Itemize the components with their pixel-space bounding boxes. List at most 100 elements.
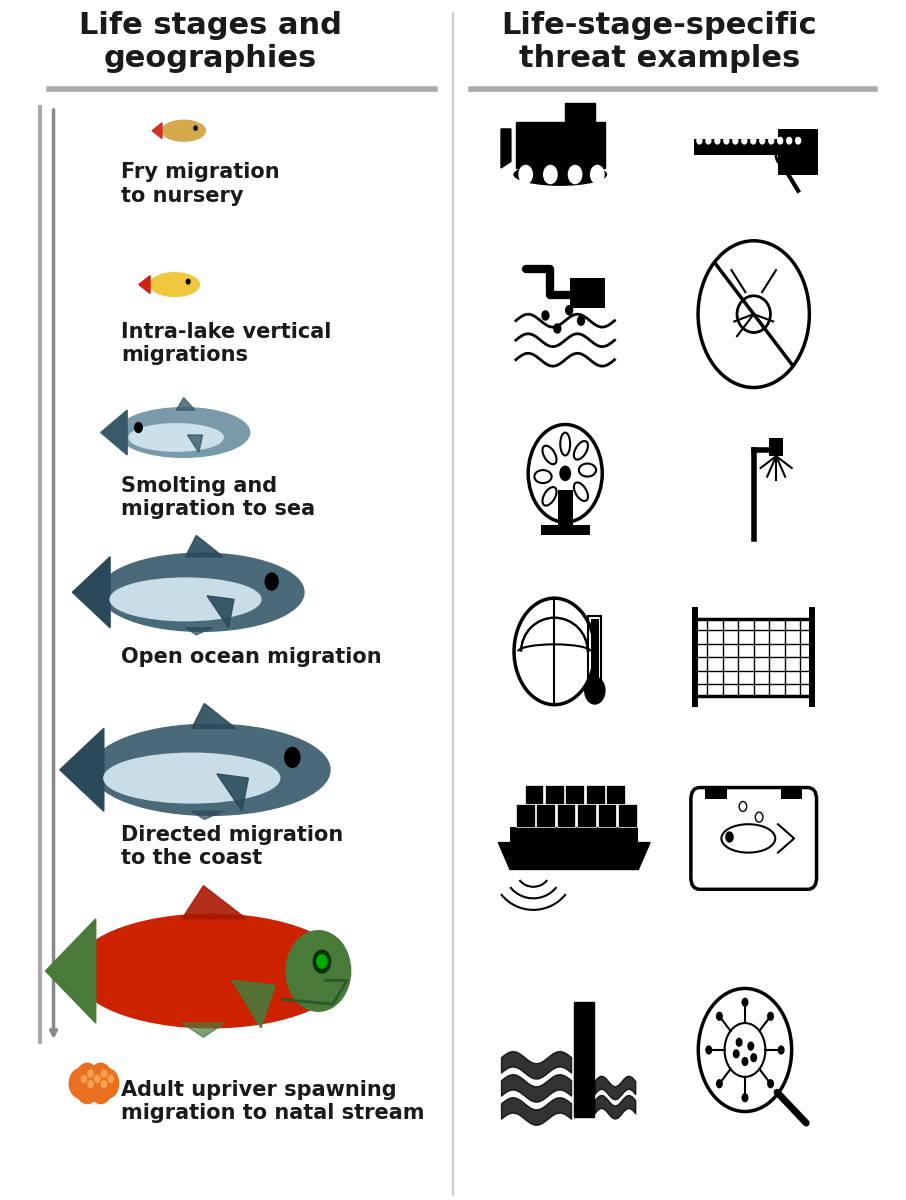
Polygon shape <box>60 728 104 811</box>
Bar <box>541 526 590 535</box>
Bar <box>598 804 616 827</box>
Circle shape <box>769 137 774 144</box>
Bar <box>577 804 596 827</box>
Ellipse shape <box>92 725 330 815</box>
Circle shape <box>736 1038 743 1046</box>
Bar <box>696 619 812 696</box>
Circle shape <box>568 164 583 185</box>
Circle shape <box>559 466 571 481</box>
Circle shape <box>786 137 792 144</box>
Circle shape <box>751 137 756 144</box>
Circle shape <box>187 280 190 284</box>
Circle shape <box>96 1069 119 1098</box>
Bar <box>809 607 815 707</box>
Circle shape <box>565 306 573 314</box>
Circle shape <box>760 137 765 144</box>
Circle shape <box>741 1093 748 1103</box>
Circle shape <box>777 137 783 144</box>
Circle shape <box>705 1045 712 1055</box>
Circle shape <box>724 137 728 144</box>
Circle shape <box>101 1070 107 1078</box>
Circle shape <box>733 1049 739 1058</box>
Text: Smolting and
migration to sea: Smolting and migration to sea <box>120 476 315 520</box>
Bar <box>705 788 727 799</box>
Circle shape <box>747 1042 755 1051</box>
Text: Fry migration
to nursery: Fry migration to nursery <box>120 162 279 205</box>
Circle shape <box>88 1070 93 1078</box>
Polygon shape <box>182 886 246 919</box>
Circle shape <box>584 677 605 704</box>
Bar <box>769 438 783 456</box>
Circle shape <box>741 997 748 1007</box>
Bar <box>556 804 575 827</box>
Text: Intra-lake vertical
migrations: Intra-lake vertical migrations <box>120 322 332 365</box>
Bar <box>586 785 604 804</box>
Polygon shape <box>192 703 236 728</box>
Bar <box>588 616 602 694</box>
Circle shape <box>742 137 747 144</box>
Circle shape <box>715 137 720 144</box>
Bar <box>570 278 604 307</box>
Text: Life-stage-specific
threat examples: Life-stage-specific threat examples <box>502 11 817 73</box>
Polygon shape <box>152 122 162 138</box>
Ellipse shape <box>100 553 304 631</box>
Circle shape <box>135 422 142 432</box>
Polygon shape <box>186 535 223 557</box>
Circle shape <box>313 950 331 973</box>
Polygon shape <box>139 276 150 294</box>
Polygon shape <box>498 842 650 870</box>
Circle shape <box>265 574 278 590</box>
Circle shape <box>82 1069 105 1098</box>
Circle shape <box>82 1075 87 1082</box>
Circle shape <box>767 1012 774 1021</box>
Circle shape <box>317 955 327 968</box>
Ellipse shape <box>111 578 261 620</box>
Circle shape <box>750 1054 757 1062</box>
Ellipse shape <box>104 754 280 803</box>
Bar <box>591 619 599 690</box>
Ellipse shape <box>129 424 223 451</box>
Polygon shape <box>182 1024 225 1037</box>
Circle shape <box>795 137 801 144</box>
Polygon shape <box>72 557 111 628</box>
Circle shape <box>716 1012 723 1021</box>
Text: Open ocean migration: Open ocean migration <box>120 647 381 667</box>
Circle shape <box>554 324 561 334</box>
Circle shape <box>69 1069 92 1098</box>
Bar <box>545 785 564 804</box>
Polygon shape <box>232 980 275 1027</box>
Polygon shape <box>501 128 511 168</box>
Circle shape <box>94 1075 100 1082</box>
Circle shape <box>542 311 549 320</box>
Circle shape <box>590 164 604 185</box>
Circle shape <box>88 1081 93 1088</box>
Bar <box>618 804 637 827</box>
Bar <box>510 827 639 842</box>
Text: Directed migration
to the coast: Directed migration to the coast <box>120 826 343 869</box>
Circle shape <box>706 137 711 144</box>
Circle shape <box>697 137 702 144</box>
Bar <box>606 785 625 804</box>
Polygon shape <box>574 1002 594 1117</box>
Bar <box>536 804 555 827</box>
Bar <box>695 139 794 155</box>
Bar <box>565 103 595 136</box>
Polygon shape <box>101 410 127 455</box>
Bar <box>778 128 818 174</box>
Circle shape <box>108 1075 113 1082</box>
Circle shape <box>90 1063 111 1093</box>
Bar <box>781 788 802 799</box>
Polygon shape <box>45 919 96 1024</box>
Bar <box>558 490 573 529</box>
Polygon shape <box>188 434 203 452</box>
Circle shape <box>577 316 584 325</box>
Bar <box>565 785 584 804</box>
Ellipse shape <box>118 408 250 457</box>
Ellipse shape <box>150 272 199 296</box>
Ellipse shape <box>162 120 206 142</box>
Bar <box>692 607 699 707</box>
Polygon shape <box>217 774 248 811</box>
Circle shape <box>725 832 734 842</box>
Bar <box>525 785 544 804</box>
Circle shape <box>741 1057 748 1066</box>
